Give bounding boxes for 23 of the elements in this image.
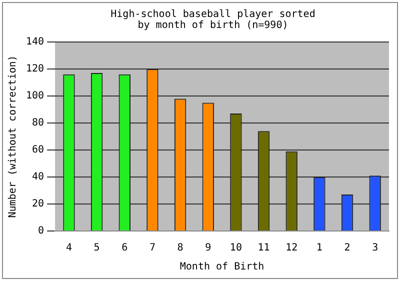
y-tick-label: 100 (26, 90, 44, 102)
y-tick-label: 120 (26, 64, 44, 75)
y-tick-label: 80 (32, 118, 44, 129)
x-tick-label: 9 (205, 242, 212, 254)
x-tick-label: 12 (286, 242, 298, 254)
x-tick-label: 8 (177, 242, 184, 254)
chart-title: High-school baseball player sorted by month of birth (n=990) (110, 9, 316, 31)
x-tick-label: 1 (316, 242, 322, 254)
x-tick-label: 6 (122, 242, 128, 254)
x-tick-label: 2 (344, 242, 350, 254)
x-tick-label: 10 (230, 242, 242, 254)
x-tick-label: 7 (149, 242, 156, 254)
x-tick-label: 5 (94, 242, 100, 254)
y-tick-label: 140 (26, 36, 44, 48)
y-tick-label: 60 (32, 144, 44, 156)
y-tick-label: 0 (38, 226, 44, 237)
x-tick-label: 3 (372, 242, 378, 254)
x-tick-label: 11 (258, 242, 270, 254)
x-tick-label: 4 (66, 242, 72, 254)
y-tick-label: 40 (32, 172, 44, 183)
y-tick-label: 20 (32, 198, 44, 210)
x-axis-title: Month of Birth (180, 262, 264, 273)
y-axis-title: Number (without correction) (8, 55, 19, 218)
